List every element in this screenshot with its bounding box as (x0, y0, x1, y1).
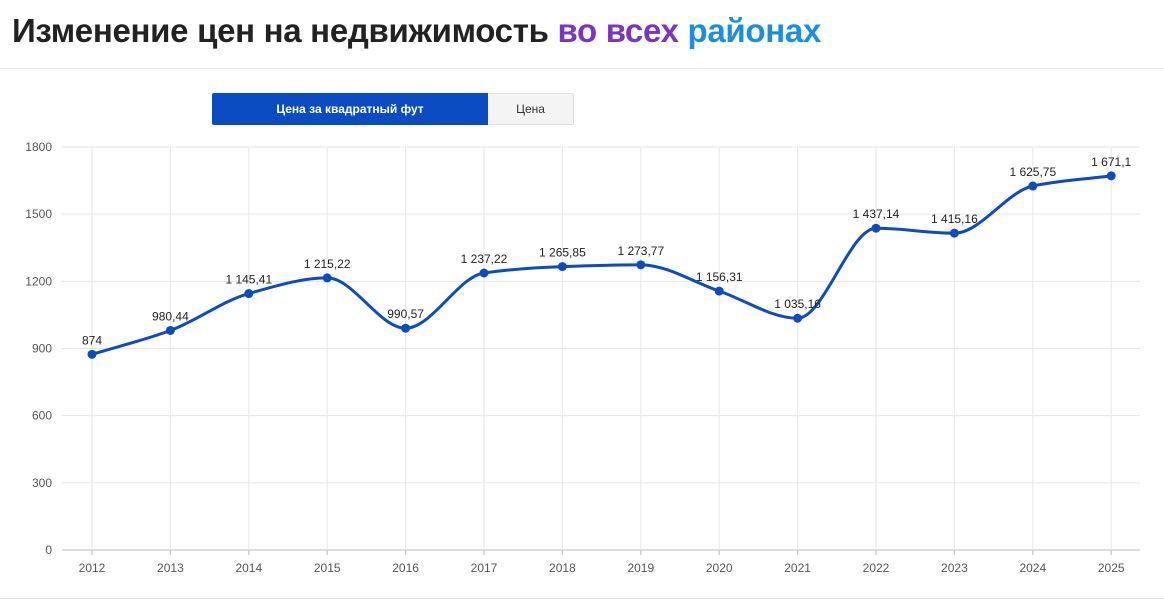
data-label: 1 415,16 (931, 212, 978, 226)
title-highlight-2: районах (687, 12, 822, 49)
x-tick-label: 2025 (1098, 561, 1125, 575)
data-point[interactable] (949, 228, 959, 238)
x-tick-label: 2018 (549, 561, 576, 575)
data-point[interactable] (244, 289, 254, 299)
data-point[interactable] (636, 260, 646, 270)
tab-price-per-sqft[interactable]: Цена за квадратный фут (212, 93, 488, 125)
data-label: 1 156,31 (696, 270, 743, 284)
title-main: Изменение цен на недвижимость (12, 12, 549, 49)
data-point[interactable] (479, 268, 489, 278)
data-point[interactable] (401, 323, 411, 333)
data-label: 1 145,41 (225, 273, 272, 287)
data-label: 1 273,77 (617, 244, 664, 258)
data-point[interactable] (165, 325, 175, 335)
page-title: Изменение цен на недвижимость во всех ра… (12, 12, 821, 50)
bottom-divider (0, 598, 1164, 599)
data-label: 1 215,22 (304, 257, 351, 271)
data-label: 1 671,1 (1091, 155, 1131, 169)
data-label: 1 625,75 (1009, 165, 1056, 179)
y-tick-label: 900 (32, 342, 52, 356)
y-tick-label: 0 (45, 543, 52, 557)
header-divider (0, 68, 1164, 69)
x-tick-label: 2020 (706, 561, 733, 575)
metric-toggle: Цена за квадратный фут Цена (212, 93, 574, 125)
data-point[interactable] (557, 262, 567, 272)
y-tick-label: 1800 (25, 140, 52, 154)
x-tick-label: 2017 (471, 561, 498, 575)
x-tick-label: 2024 (1019, 561, 1046, 575)
x-tick-label: 2019 (627, 561, 654, 575)
x-tick-label: 2012 (79, 561, 106, 575)
x-tick-label: 2016 (392, 561, 419, 575)
y-tick-label: 1200 (25, 274, 52, 288)
x-tick-label: 2022 (863, 561, 890, 575)
y-tick-label: 300 (32, 476, 52, 490)
data-point[interactable] (322, 273, 332, 283)
x-tick-label: 2013 (157, 561, 184, 575)
data-label: 874 (82, 333, 102, 347)
data-point[interactable] (714, 286, 724, 296)
y-tick-label: 1500 (25, 207, 52, 221)
data-point[interactable] (1106, 171, 1116, 181)
data-point[interactable] (1028, 181, 1038, 191)
data-label: 990,57 (387, 307, 424, 321)
data-point[interactable] (793, 313, 803, 323)
data-point[interactable] (87, 349, 97, 359)
x-tick-label: 2021 (784, 561, 811, 575)
data-point[interactable] (871, 223, 881, 233)
series-line (90, 174, 1113, 356)
data-label: 1 265,85 (539, 246, 586, 260)
title-highlight-1: во всех (557, 12, 679, 49)
data-label: 1 437,14 (853, 207, 900, 221)
y-tick-label: 600 (32, 409, 52, 423)
x-tick-label: 2014 (235, 561, 262, 575)
tab-price[interactable]: Цена (488, 93, 574, 125)
data-label: 1 237,22 (461, 252, 508, 266)
x-tick-label: 2015 (314, 561, 341, 575)
data-label: 980,44 (152, 309, 189, 323)
x-tick-label: 2023 (941, 561, 968, 575)
data-label: 1 035,16 (774, 297, 821, 311)
